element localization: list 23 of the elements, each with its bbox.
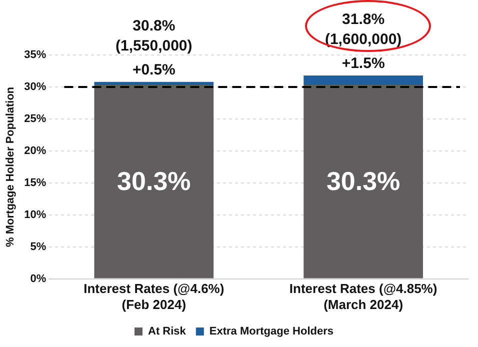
bar: [304, 75, 423, 86]
annotation: 30.8% (1,550,000): [116, 17, 192, 54]
y-tick-label: 0%: [30, 272, 46, 285]
bar: [304, 85, 423, 278]
x-tick-label: Interest Rates (@4.85%) (March 2024): [289, 281, 438, 312]
data-label: 30.3%: [117, 166, 191, 196]
bar: [94, 82, 214, 86]
data-label: +0.5%: [132, 61, 176, 78]
data-label: 30.3%: [326, 166, 400, 196]
y-tick-label: 30%: [24, 81, 46, 94]
bar: [94, 85, 214, 278]
y-tick-label: 35%: [24, 49, 46, 62]
legend-label: At Risk: [148, 326, 187, 338]
y-tick-label: 10%: [24, 208, 46, 221]
annotation: 31.8% (1,600,000): [324, 11, 402, 48]
legend-label: Extra Mortgage Holders: [209, 326, 334, 338]
y-axis-title: % Mortgage Holder Population: [4, 86, 17, 247]
data-label: +1.5%: [342, 55, 385, 72]
y-tick-label: 5%: [30, 240, 46, 253]
y-tick-label: 25%: [24, 112, 46, 125]
y-tick-label: 20%: [24, 144, 46, 157]
x-tick-label: Interest Rates (@4.6%) (Feb 2024): [84, 281, 224, 312]
y-tick-label: 15%: [24, 176, 46, 189]
